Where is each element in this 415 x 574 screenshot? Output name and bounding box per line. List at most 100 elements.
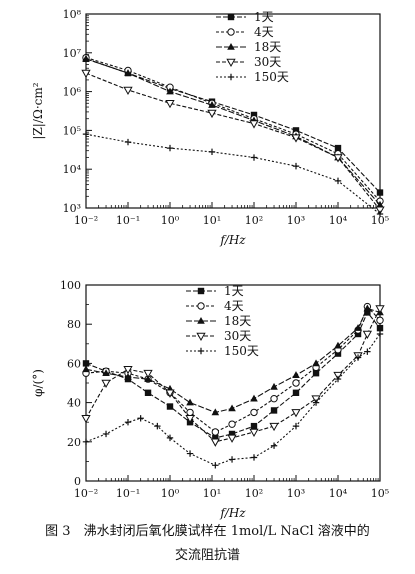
impedance-data-point [291, 134, 301, 143]
phase-y-tick-label: 0 [74, 475, 81, 488]
phase-data-point [124, 373, 132, 380]
impedance-data-point [166, 87, 174, 95]
phase-data-point [333, 371, 343, 381]
phase-data-point [102, 369, 110, 376]
phase-data-point [291, 409, 301, 418]
phase-data-point [269, 422, 279, 432]
phase-data-point [270, 394, 278, 403]
impedance-series-line [85, 133, 381, 215]
phase-data-point [82, 438, 90, 445]
phase-data-point [312, 399, 320, 406]
phase-data-point [154, 422, 161, 430]
phase-data-point [376, 324, 384, 332]
phase-data-point [376, 316, 384, 324]
phase-data-point [312, 370, 320, 377]
impedance-legend-item: 150天 [216, 70, 289, 84]
impedance-data-point [292, 162, 300, 170]
impedance-legend-marker [227, 28, 235, 36]
impedance-legend-marker [227, 73, 235, 81]
impedance-data-point [250, 111, 258, 119]
phase-data-point [312, 359, 320, 367]
impedance-magnitude-chart: 10⁻² 10⁻¹ 10⁰ 10¹ 10² 10³ 10⁴ 10⁵ 10³ 10⁴ 10⁵ 10⁶ 10… [31, 8, 389, 247]
phase-x-tick-label: 10³ [287, 487, 305, 500]
phase-data-point [143, 369, 153, 379]
impedance-series-3 [82, 54, 384, 208]
phase-x-tick-label: 10⁻² [74, 487, 98, 500]
impedance-data-point [334, 144, 342, 152]
impedance-data-point [207, 109, 217, 119]
impedance-legend-label: 1天 [254, 10, 274, 24]
phase-data-point [250, 394, 258, 402]
phase-data-point [375, 305, 385, 314]
impedance-y-tick-label: 10⁸ [63, 8, 82, 21]
phase-x-tick-label: 10⁻¹ [116, 487, 140, 500]
phase-legend-marker [196, 332, 206, 342]
phase-data-point [144, 389, 152, 396]
impedance-x-tick-label: 10⁰ [161, 214, 180, 227]
phase-data-point [270, 407, 278, 414]
phase-legend-marker [197, 347, 205, 355]
phase-y-axis-label: φ/(°) [31, 369, 45, 397]
phase-data-point [354, 354, 362, 361]
impedance-data-point [123, 86, 133, 96]
impedance-x-tick-label: 10⁻¹ [116, 214, 140, 227]
impedance-data-point [334, 177, 342, 185]
phase-data-point [334, 341, 342, 349]
phase-data-point [354, 324, 362, 331]
phase-y-tick-label: 80 [67, 318, 81, 331]
impedance-y-axis-label: |Z|/Ω·cm² [31, 82, 45, 139]
phase-data-point [250, 422, 258, 430]
impedance-legend-marker [227, 13, 235, 21]
impedance-data-point [292, 127, 300, 134]
phase-data-point [364, 309, 371, 316]
figure-caption: 图 3 沸水封闭后氧化膜试样在 1mol/L NaCl 溶液中的 交流阻抗谱 [0, 520, 415, 568]
impedance-legend-marker [226, 58, 236, 68]
phase-data-point [270, 382, 278, 390]
phase-x-tick-label: 10⁵ [371, 487, 389, 500]
phase-data-point [354, 330, 362, 338]
phase-data-point [292, 379, 300, 387]
impedance-y-tick-label: 10⁶ [63, 86, 82, 99]
impedance-data-point [82, 130, 90, 138]
phase-legend-label: 18天 [224, 314, 251, 328]
impedance-series-4 [81, 69, 385, 215]
phase-series-line [85, 308, 381, 443]
phase-y-tick-label: 100 [60, 279, 81, 292]
phase-legend-item: 150天 [186, 344, 259, 358]
impedance-y-tick-label: 10³ [63, 202, 81, 215]
impedance-legend-label: 150天 [254, 70, 289, 84]
phase-data-point [227, 434, 237, 443]
phase-legend-label: 1天 [224, 284, 244, 298]
impedance-x-tick-label: 10⁴ [329, 214, 348, 227]
impedance-data-point [124, 69, 132, 76]
phase-series-3 [82, 304, 384, 416]
phase-data-point [228, 420, 236, 428]
impedance-x-tick-label: 10⁻² [74, 214, 98, 227]
impedance-data-point [124, 138, 132, 146]
phase-series-line [85, 307, 381, 413]
phase-data-point [212, 462, 219, 469]
caption-line-1: 图 3 沸水封闭后氧化膜试样在 1mol/L NaCl 溶液中的 [45, 524, 370, 539]
phase-data-point [270, 442, 278, 449]
phase-data-point [166, 403, 174, 410]
phase-data-point [250, 408, 258, 417]
phase-data-point [81, 414, 91, 424]
phase-legend-label: 4天 [224, 299, 244, 313]
phase-data-point [376, 330, 384, 338]
phase-data-point [211, 428, 220, 436]
impedance-data-point [376, 200, 384, 208]
phase-data-point [144, 375, 152, 382]
phase-data-point [82, 360, 90, 367]
phase-series-line [85, 305, 381, 433]
impedance-legend-label: 30天 [254, 55, 281, 69]
phase-x-axis-label: f/Hz [219, 506, 246, 520]
phase-legend-marker [197, 287, 205, 295]
phase-data-point [82, 365, 90, 373]
phase-data-point [124, 419, 132, 426]
impedance-data-point [165, 99, 175, 109]
impedance-legend-item: 18天 [216, 40, 281, 54]
phase-data-point [166, 434, 174, 442]
impedance-data-point [81, 69, 91, 79]
